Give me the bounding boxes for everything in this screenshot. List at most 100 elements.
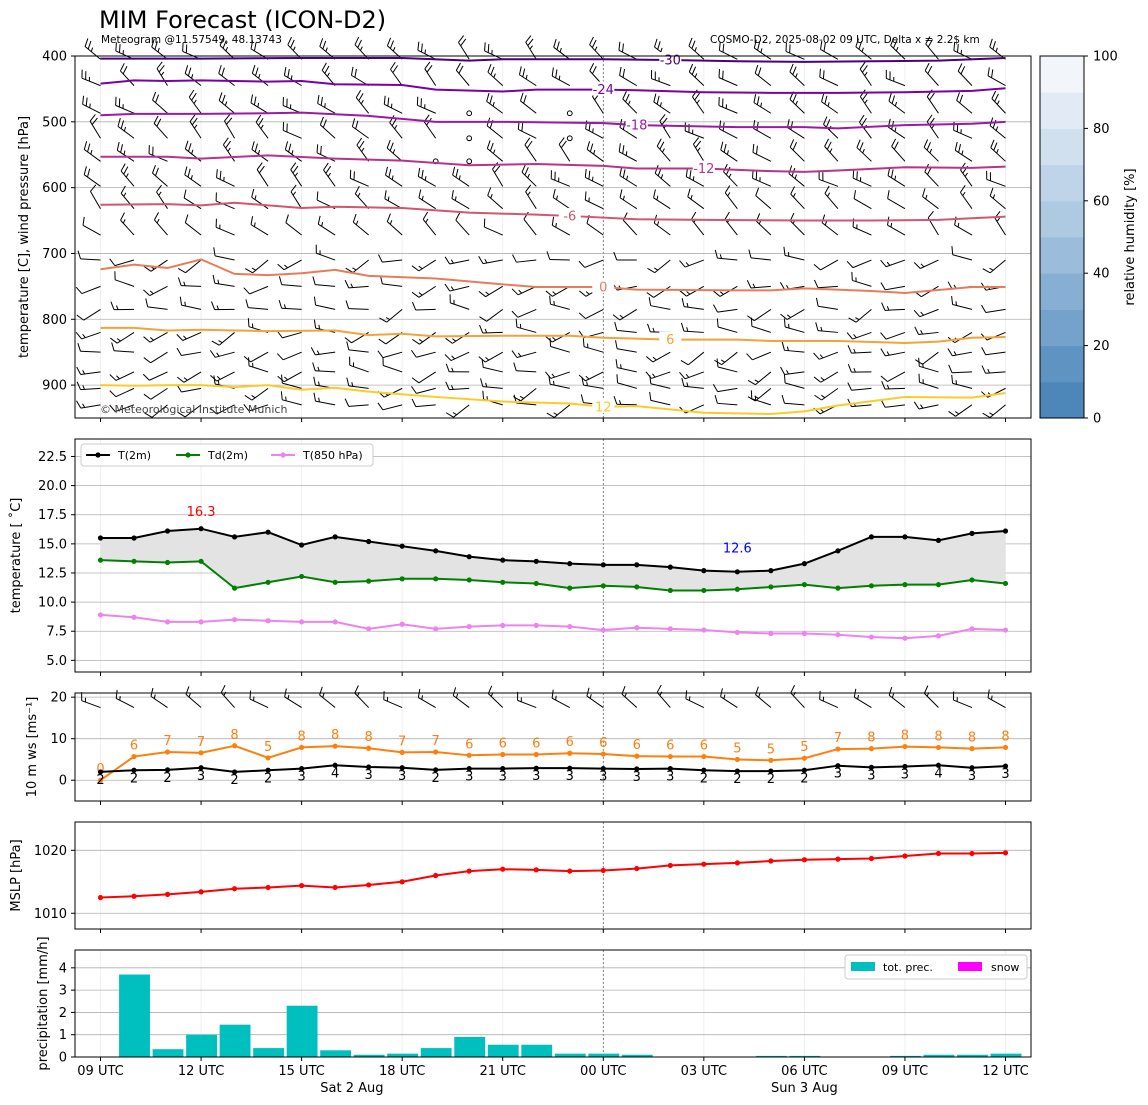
wind-barb bbox=[846, 259, 872, 269]
data-point bbox=[533, 765, 539, 771]
data-point bbox=[164, 767, 171, 773]
wind-barb bbox=[685, 168, 705, 187]
wind-barb bbox=[81, 69, 101, 87]
wind-barb bbox=[925, 36, 939, 60]
wind-barb bbox=[824, 185, 839, 210]
wind-barb bbox=[349, 356, 369, 373]
wind-barb bbox=[255, 114, 269, 139]
wind-barb bbox=[250, 216, 269, 236]
precip-bar bbox=[990, 1053, 1022, 1057]
wind-barb bbox=[847, 345, 872, 354]
precip-bar bbox=[521, 1044, 553, 1057]
colorbar-tick-label: 40 bbox=[1093, 267, 1110, 282]
wind-barb bbox=[891, 138, 906, 162]
wind-barb bbox=[81, 692, 101, 709]
wind-barb bbox=[249, 690, 269, 708]
calm-marker bbox=[566, 135, 573, 142]
series-line bbox=[99, 744, 1006, 782]
data-point bbox=[768, 630, 774, 637]
calm-marker bbox=[466, 110, 473, 117]
data-point bbox=[500, 766, 506, 772]
wind-barb bbox=[680, 322, 704, 333]
data-point bbox=[500, 579, 506, 585]
wind-value-label: 3 bbox=[834, 767, 842, 782]
wind-barb bbox=[960, 162, 973, 187]
wind-value-label: 2 bbox=[733, 772, 741, 787]
data-point bbox=[265, 618, 271, 624]
wind-value-label: 7 bbox=[163, 734, 171, 749]
data-point bbox=[734, 756, 740, 763]
precip-bar bbox=[253, 1048, 285, 1057]
wind-barb bbox=[885, 69, 906, 87]
data-point bbox=[399, 765, 405, 771]
wind-barb bbox=[384, 190, 403, 210]
wind-barb bbox=[150, 687, 168, 708]
data-point bbox=[600, 867, 606, 874]
data-point bbox=[969, 530, 975, 536]
precipitation-panel: 0 1 2 3 4 tot. prec. snow precipitation [mm/h] bbox=[36, 936, 1032, 1071]
data-point bbox=[131, 893, 137, 899]
data-point bbox=[801, 767, 807, 773]
data-point bbox=[231, 616, 238, 623]
extreme-annotation: 16.3 bbox=[187, 505, 216, 520]
precip-bar bbox=[320, 1050, 352, 1057]
data-point bbox=[299, 573, 305, 580]
y-tick-label: 800 bbox=[42, 313, 67, 328]
data-point bbox=[332, 743, 338, 749]
data-point bbox=[1002, 580, 1009, 587]
wind-barb bbox=[585, 120, 604, 139]
isotherm-label: -12 bbox=[693, 162, 714, 177]
wind-barb bbox=[251, 64, 269, 87]
wind-barb bbox=[243, 285, 269, 295]
wind-value-label: 8 bbox=[901, 729, 909, 744]
isotherm-label: 12 bbox=[595, 400, 612, 415]
wind-barb bbox=[281, 374, 302, 389]
wind-barb bbox=[515, 318, 537, 333]
data-point bbox=[466, 623, 472, 630]
wind-barb bbox=[718, 96, 738, 114]
wind-barb bbox=[848, 309, 872, 323]
data-point bbox=[466, 554, 472, 560]
data-point bbox=[97, 777, 104, 783]
wind-barb bbox=[418, 189, 436, 210]
wind-barb bbox=[820, 40, 839, 60]
precip-bar bbox=[454, 1036, 486, 1057]
wind-barb bbox=[681, 298, 704, 310]
isotherm-line bbox=[100, 384, 1006, 416]
data-point bbox=[634, 562, 640, 568]
colorbar-segment bbox=[1040, 164, 1084, 202]
wind-barb bbox=[926, 114, 939, 139]
wind-barb bbox=[411, 285, 436, 298]
wind-barb bbox=[210, 404, 235, 415]
wind-barb bbox=[115, 689, 135, 708]
precip-bar bbox=[487, 1044, 519, 1057]
wind-barb bbox=[918, 357, 939, 373]
wind-value-label: 3 bbox=[532, 769, 540, 784]
data-point bbox=[902, 582, 908, 588]
wind-barb bbox=[317, 215, 336, 236]
wind-barb bbox=[724, 185, 738, 210]
wind-barb bbox=[981, 346, 1006, 356]
axes-frame bbox=[74, 821, 1032, 930]
data-point bbox=[500, 866, 506, 872]
wind-barb bbox=[184, 214, 202, 236]
data-point bbox=[500, 622, 506, 629]
wind-barb bbox=[755, 187, 772, 210]
wind-barb bbox=[313, 376, 336, 389]
wind-barb bbox=[445, 404, 470, 418]
wind-barb bbox=[584, 191, 604, 210]
wind-barb bbox=[218, 65, 235, 87]
y-tick-label: 4 bbox=[59, 961, 67, 976]
wind-barb bbox=[111, 342, 135, 353]
wind-barb bbox=[76, 366, 101, 375]
precip-bar bbox=[387, 1053, 419, 1057]
data-point bbox=[935, 582, 942, 588]
wind-barb bbox=[177, 404, 202, 418]
y-tick-label: 15.0 bbox=[38, 537, 67, 552]
wind-barb bbox=[680, 351, 705, 366]
data-point bbox=[97, 535, 104, 541]
data-point bbox=[198, 558, 204, 564]
wind-barb bbox=[423, 114, 437, 139]
wind-barb bbox=[987, 67, 1006, 87]
